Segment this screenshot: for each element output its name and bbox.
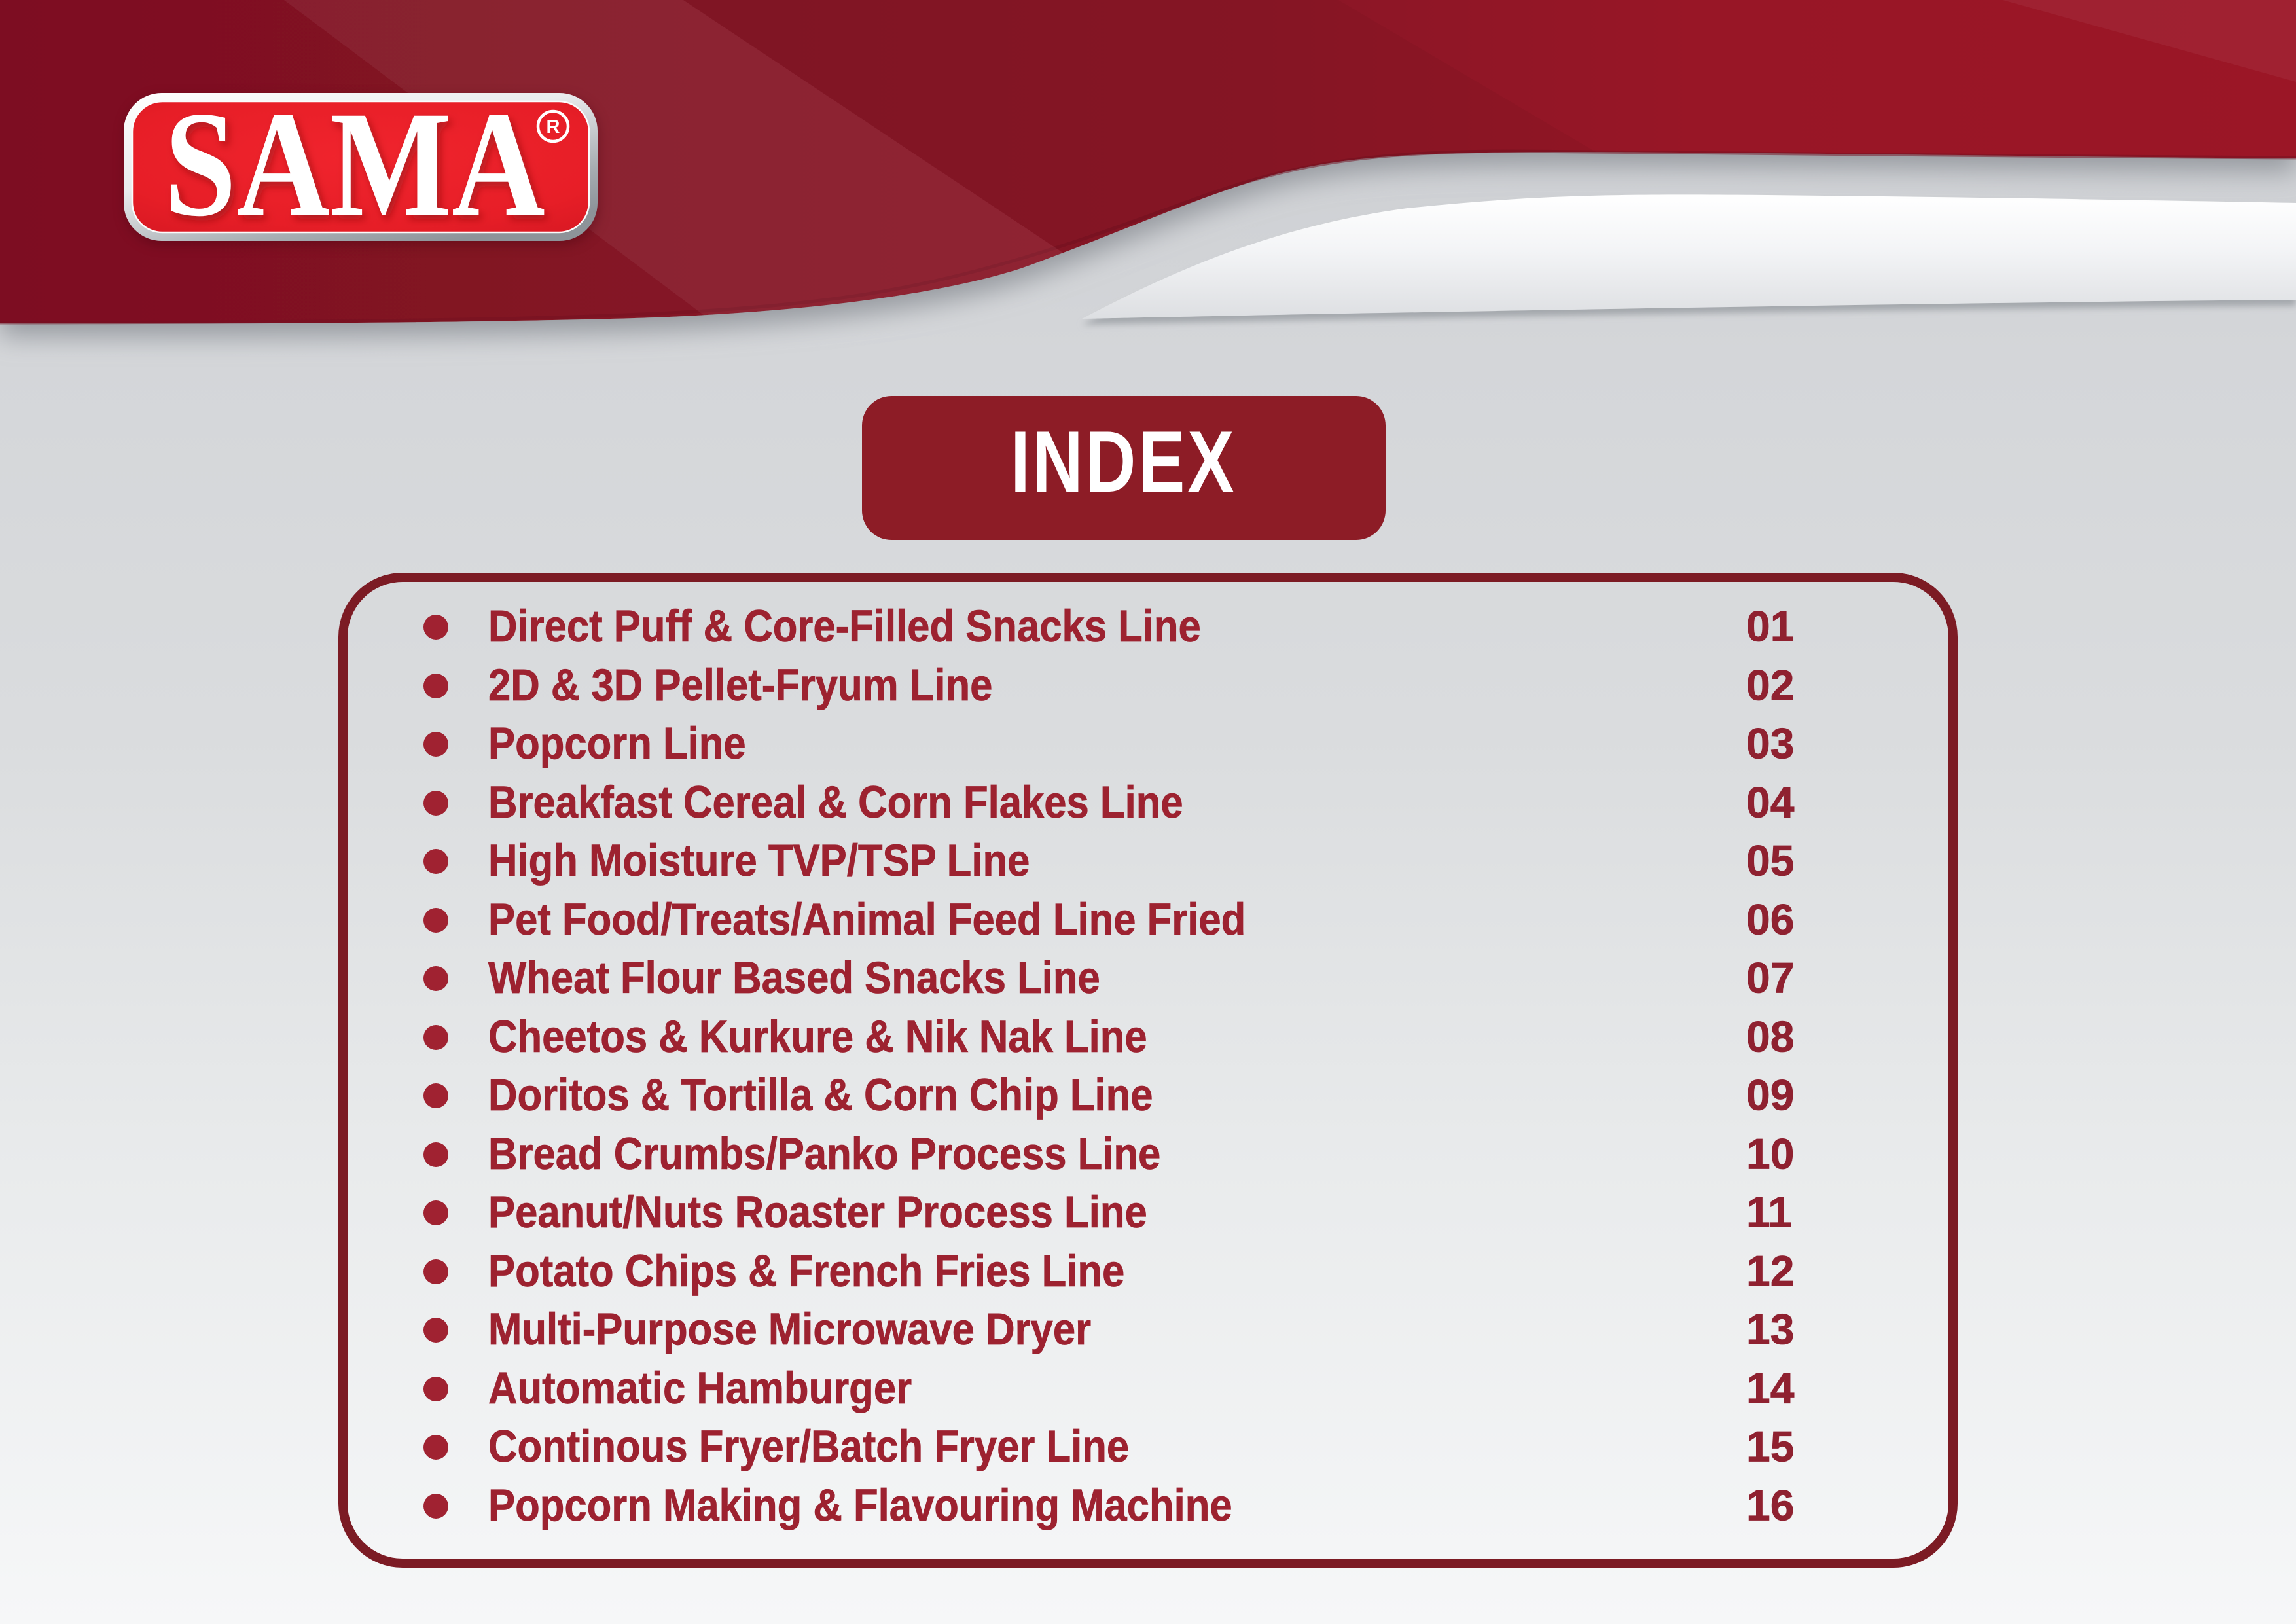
svg-text:R: R <box>547 117 560 137</box>
svg-text:SAMA: SAMA <box>164 92 545 242</box>
